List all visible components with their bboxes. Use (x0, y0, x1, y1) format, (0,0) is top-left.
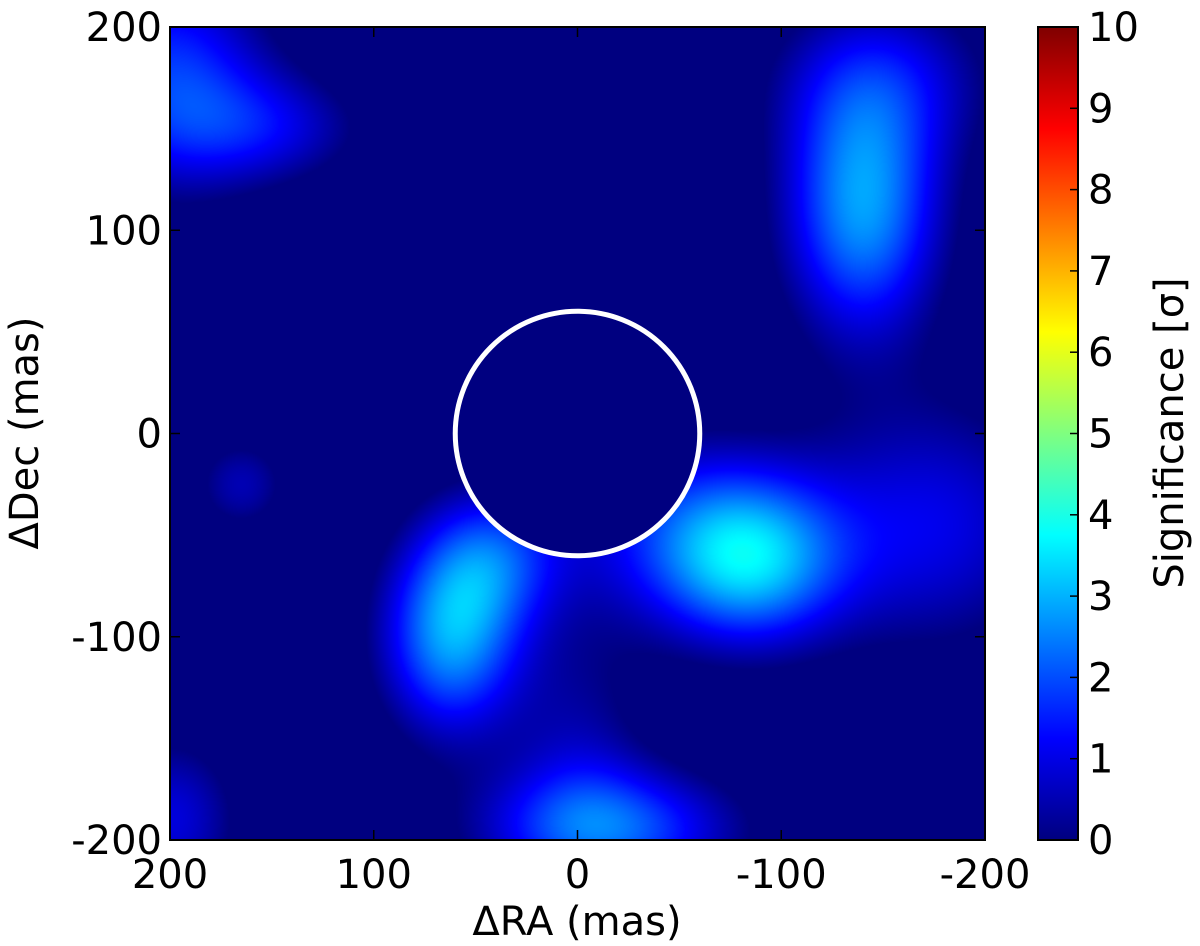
colorbar-label: Significance [σ] (1147, 277, 1193, 588)
colorbar-tick-label: 1 (1088, 737, 1113, 783)
heatmap-image (170, 27, 985, 840)
x-axis-label: ΔRA (mas) (472, 899, 681, 945)
mask-circle (452, 308, 703, 559)
x-tick-label: 200 (132, 852, 208, 898)
colorbar-tick-label: 9 (1088, 86, 1113, 132)
y-tick-label: 200 (86, 5, 162, 51)
colorbar-tick-label: 10 (1088, 5, 1139, 51)
x-tick-label: -100 (736, 852, 827, 898)
x-tick-label: 0 (565, 852, 590, 898)
colorbar: 0 1 2 3 4 5 6 7 8 9 10 Significance [σ] (1037, 5, 1193, 864)
y-tick-label: 0 (137, 412, 162, 458)
colorbar-tick-label: 3 (1088, 574, 1113, 620)
y-tick-label: 100 (86, 208, 162, 254)
heatmap-image-container (170, 27, 985, 840)
colorbar-tick-label: 4 (1088, 493, 1113, 539)
x-tick-label: 100 (336, 852, 412, 898)
colorbar-tick-label: 2 (1088, 655, 1113, 701)
y-axis-label: ΔDec (mas) (2, 316, 48, 549)
y-axis-ticks: 200 100 0 -100 -200 (71, 5, 985, 864)
plot-area (169, 26, 986, 841)
y-tick-label: -200 (71, 818, 162, 864)
colorbar-tick-label: 8 (1088, 168, 1113, 214)
colorbar-tick-label: 6 (1088, 330, 1113, 376)
x-tick-label: -200 (940, 852, 1031, 898)
colorbar-ticks: 0 1 2 3 4 5 6 7 8 9 10 (1070, 5, 1139, 864)
colorbar-tick-label: 7 (1088, 249, 1113, 295)
colorbar-tick-label: 5 (1088, 412, 1113, 458)
y-tick-label: -100 (71, 615, 162, 661)
x-axis-ticks: 200 100 0 -100 -200 (132, 27, 1031, 898)
colorbar-tick-label: 0 (1088, 818, 1113, 864)
